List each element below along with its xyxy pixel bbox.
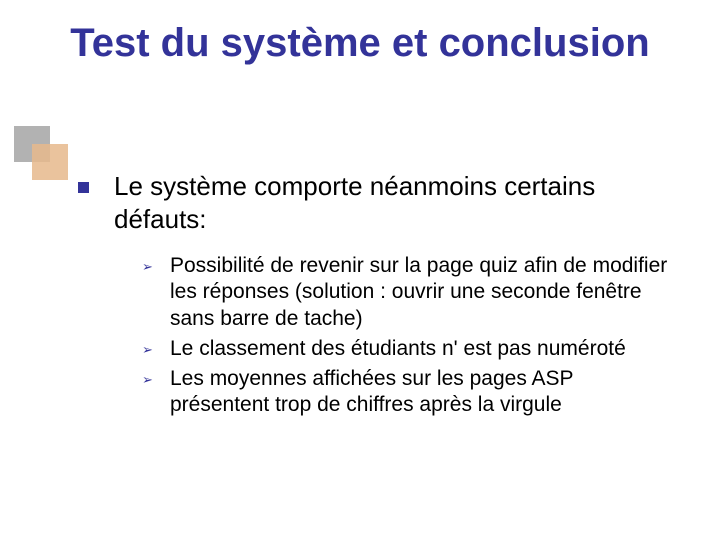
- arrow-bullet-icon: ➢: [142, 372, 153, 388]
- level1-text: Le système comporte néanmoins certains d…: [114, 170, 678, 235]
- title-container: Test du système et conclusion: [0, 20, 720, 66]
- square-bullet-icon: [78, 182, 89, 193]
- bullet-level1: Le système comporte néanmoins certains d…: [78, 170, 678, 235]
- slide-content: Le système comporte néanmoins certains d…: [78, 170, 678, 423]
- accent-square-tan: [32, 144, 68, 180]
- arrow-bullet-icon: ➢: [142, 342, 153, 358]
- level2-text: Le classement des étudiants n' est pas n…: [170, 336, 678, 362]
- level2-text: Possibilité de revenir sur la page quiz …: [170, 253, 678, 332]
- bullet-level2-item: ➢ Possibilité de revenir sur la page qui…: [142, 253, 678, 332]
- bullet-level2-list: ➢ Possibilité de revenir sur la page qui…: [142, 253, 678, 419]
- bullet-level2-item: ➢ Le classement des étudiants n' est pas…: [142, 336, 678, 362]
- bullet-level2-item: ➢ Les moyennes affichées sur les pages A…: [142, 366, 678, 419]
- level2-text: Les moyennes affichées sur les pages ASP…: [170, 366, 678, 419]
- arrow-bullet-icon: ➢: [142, 259, 153, 275]
- slide-title: Test du système et conclusion: [70, 20, 649, 66]
